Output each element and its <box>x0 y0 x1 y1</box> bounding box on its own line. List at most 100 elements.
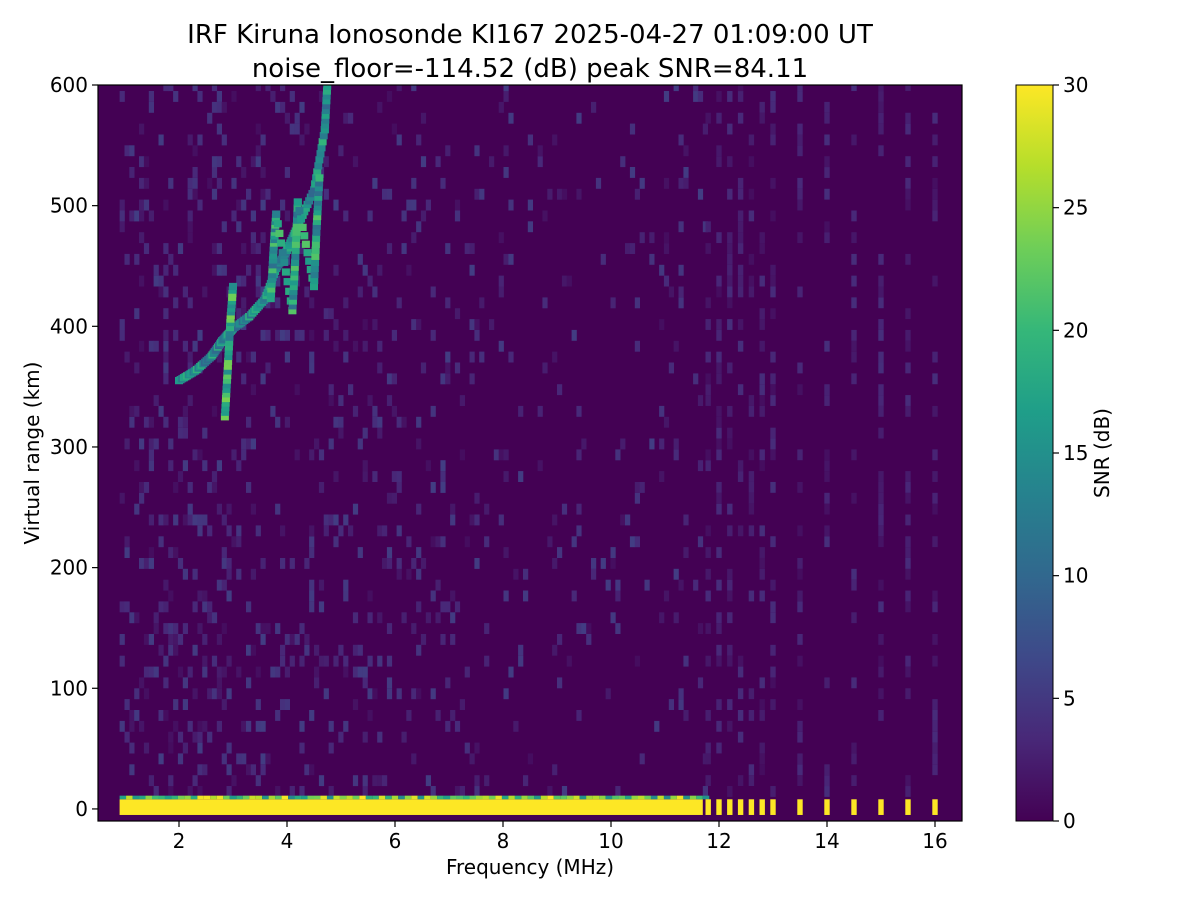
sparse-column-cell <box>727 786 733 797</box>
heatmap-cell <box>148 547 154 558</box>
heatmap-cell <box>372 688 378 700</box>
ground-echo-edge <box>346 795 353 800</box>
sparse-column-cell <box>878 633 884 645</box>
heatmap-cell <box>236 221 242 233</box>
x-axis-label: Frequency (MHz) <box>446 855 614 879</box>
heatmap-cell <box>367 395 373 406</box>
ground-echo-edge <box>514 795 522 800</box>
echo-trace-cell <box>267 280 276 288</box>
heatmap-cell <box>143 243 150 254</box>
ground-echo-edge <box>164 795 172 800</box>
echo-trace-cell <box>318 138 327 146</box>
sparse-column-cell <box>759 395 765 406</box>
heatmap-cell <box>683 167 689 178</box>
heatmap-cell <box>440 601 446 613</box>
sparse-column-cell <box>932 188 938 200</box>
heatmap-cell <box>430 405 436 417</box>
heatmap-cell <box>469 243 475 254</box>
heatmap-cell <box>280 699 286 710</box>
heatmap-cell <box>231 91 237 102</box>
x-tick-label: 2 <box>173 829 186 853</box>
heatmap-cell <box>202 666 208 678</box>
heatmap-cell <box>221 753 227 765</box>
heatmap-cell <box>168 253 174 265</box>
sparse-column-cell <box>932 731 938 743</box>
heatmap-cell <box>566 275 572 287</box>
heatmap-cell <box>615 590 621 602</box>
sparse-column-cell <box>932 536 938 548</box>
heatmap-cell <box>182 286 188 298</box>
heatmap-cell <box>299 134 305 146</box>
heatmap-cell <box>571 329 577 341</box>
sparse-column-cell <box>797 85 803 92</box>
sparse-column-cell <box>824 460 830 472</box>
sparse-column-cell <box>878 297 884 309</box>
echo-trace-cell <box>314 162 323 170</box>
sparse-column-cell <box>716 275 722 287</box>
heatmap-cell <box>420 558 427 569</box>
ground-echo-edge <box>326 795 334 800</box>
heatmap-cell <box>343 112 349 124</box>
heatmap-cell <box>197 514 203 526</box>
sparse-column-cell <box>824 677 830 689</box>
heatmap-cell <box>187 395 193 406</box>
heatmap-cell <box>348 112 354 124</box>
ground-echo-edge <box>171 795 178 800</box>
heatmap-cell <box>309 547 315 558</box>
echo-trace-cell <box>275 229 284 238</box>
sparse-column-cell <box>727 699 733 710</box>
heatmap-cell <box>435 536 441 548</box>
ground-echo-edge <box>612 795 619 800</box>
heatmap-cell <box>411 688 417 700</box>
heatmap-cell <box>586 623 592 634</box>
sparse-column-cell <box>797 525 803 537</box>
heatmap-cell <box>503 253 509 265</box>
heatmap-cell <box>401 612 407 624</box>
sparse-column-cell <box>748 275 755 287</box>
sparse-column-cell <box>824 536 830 548</box>
sparse-column-cell <box>824 764 830 776</box>
heatmap-cell <box>309 351 315 363</box>
echo-trace-cell <box>290 263 299 271</box>
sparse-column-cell <box>770 786 776 797</box>
heatmap-cell <box>246 482 252 493</box>
heatmap-cell <box>445 243 451 254</box>
sparse-column-cell <box>727 91 733 102</box>
heatmap-cell <box>221 134 227 146</box>
heatmap-cell <box>420 634 427 645</box>
heatmap-cell <box>129 742 135 754</box>
heatmap-cell <box>459 449 465 461</box>
heatmap-cell <box>216 156 222 168</box>
sparse-column-cell <box>851 253 857 265</box>
heatmap-cell <box>697 677 704 689</box>
heatmap-cell <box>474 329 480 341</box>
heatmap-cell <box>192 514 198 526</box>
heatmap-cell <box>523 590 529 602</box>
heatmap-cell <box>236 525 242 537</box>
echo-trace-cell <box>220 413 229 421</box>
heatmap-cell <box>454 210 461 222</box>
heatmap-cell <box>445 297 451 309</box>
echo-trace-cell <box>222 390 231 398</box>
echo-trace-cell <box>268 256 277 264</box>
heatmap-cell <box>639 753 645 765</box>
heatmap-cell <box>119 319 125 330</box>
heatmap-cell <box>382 558 388 569</box>
heatmap-cell <box>246 677 252 689</box>
heatmap-cell <box>411 85 417 92</box>
heatmap-cell <box>163 243 169 254</box>
sparse-column-cell <box>905 188 911 200</box>
heatmap-cell <box>576 525 582 537</box>
heatmap-cell <box>634 188 640 200</box>
sparse-column-cell <box>727 568 733 580</box>
heatmap-cell <box>241 297 247 309</box>
heatmap-cell <box>241 167 247 178</box>
sparse-column-cell <box>932 471 938 482</box>
heatmap-cell <box>304 764 310 776</box>
heatmap-cell <box>318 482 325 493</box>
heatmap-cell <box>236 666 242 678</box>
heatmap-cell <box>129 720 135 732</box>
heatmap-cell <box>318 91 325 102</box>
heatmap-cell <box>255 286 261 298</box>
ground-echo-edge <box>463 795 470 800</box>
